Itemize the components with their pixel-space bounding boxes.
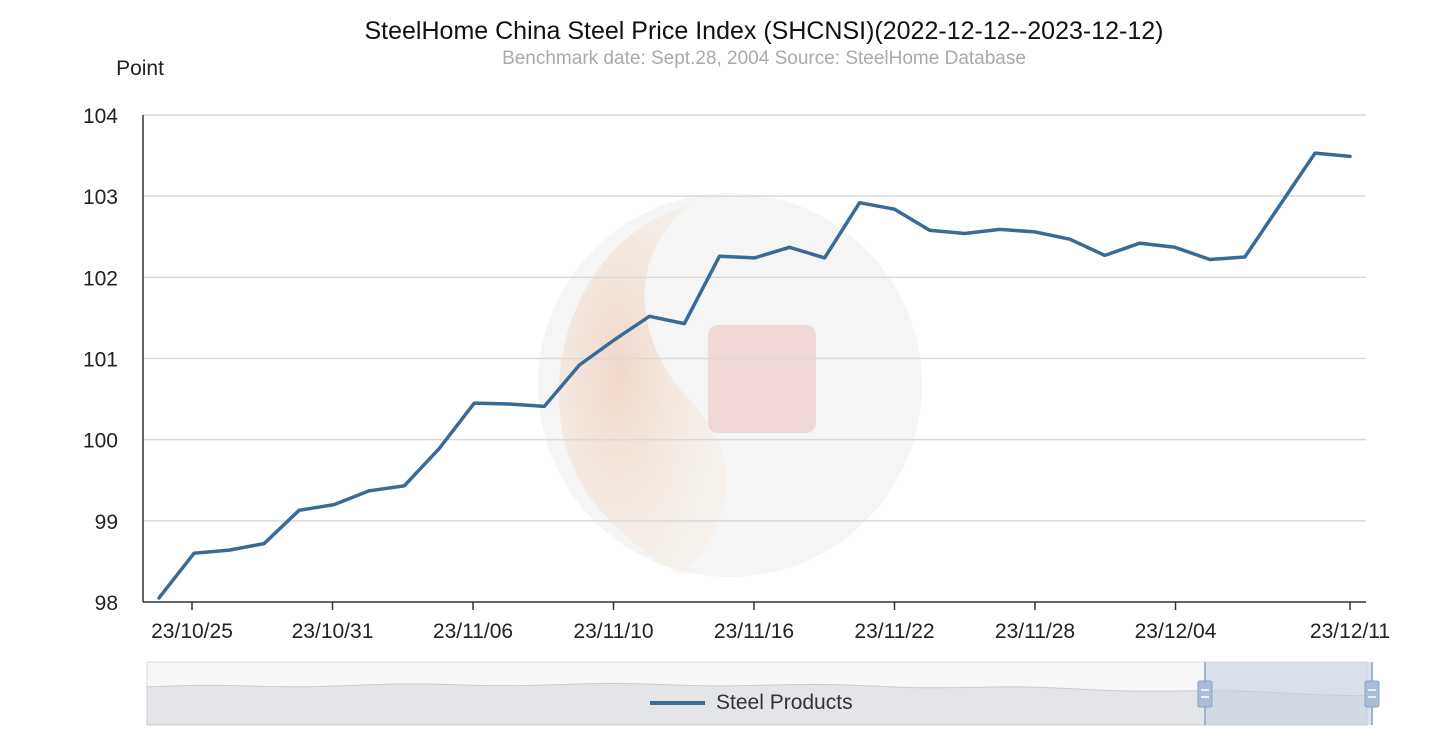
chart-subtitle: Benchmark date: Sept.28, 2004 Source: St… — [502, 48, 1026, 69]
slider-shadow-series — [146, 682, 1368, 726]
x-tick-label: 23/11/06 — [433, 620, 513, 643]
y-tick-label: 103 — [83, 186, 118, 209]
y-tick-label: 104 — [83, 105, 118, 128]
x-tick-label: 23/10/31 — [292, 620, 374, 643]
y-tick-label: 98 — [95, 592, 118, 615]
y-tick-label: 100 — [83, 430, 118, 453]
x-tick-label: 23/12/11 — [1310, 620, 1390, 643]
y-axis-ticks: 98 99 100 101 102 103 104 — [83, 105, 118, 615]
data-zoom-slider[interactable] — [146, 661, 1380, 726]
x-tick-label: 23/12/04 — [1135, 620, 1217, 643]
slider-handle-left[interactable] — [1197, 680, 1213, 708]
x-tick-label: 23/11/22 — [854, 620, 934, 643]
x-axis-ticks: 23/10/25 23/10/31 23/11/06 23/11/10 23/11/16… — [151, 602, 1390, 643]
series-line-steel-products[interactable] — [157, 151, 1352, 600]
y-tick-label: 101 — [83, 349, 118, 372]
chart-title: SteelHome China Steel Price Index (SHCNS… — [365, 17, 1164, 45]
y-tick-label: 99 — [95, 511, 118, 534]
x-tick-label: 23/11/16 — [714, 620, 794, 643]
watermark-logo-icon — [538, 193, 922, 577]
slider-handle-right[interactable] — [1364, 680, 1380, 708]
series-layer — [157, 151, 1352, 600]
y-tick-label: 102 — [83, 267, 118, 290]
grid-lines — [143, 114, 1366, 522]
x-tick-label: 23/11/10 — [573, 620, 653, 643]
x-tick-label: 23/11/28 — [995, 620, 1075, 643]
y-axis-label: Point — [116, 57, 164, 80]
legend-label[interactable]: Steel Products — [716, 691, 853, 714]
slider-selection[interactable] — [1205, 662, 1372, 725]
legend[interactable]: Steel Products — [650, 691, 853, 714]
x-tick-label: 23/10/25 — [151, 620, 233, 643]
